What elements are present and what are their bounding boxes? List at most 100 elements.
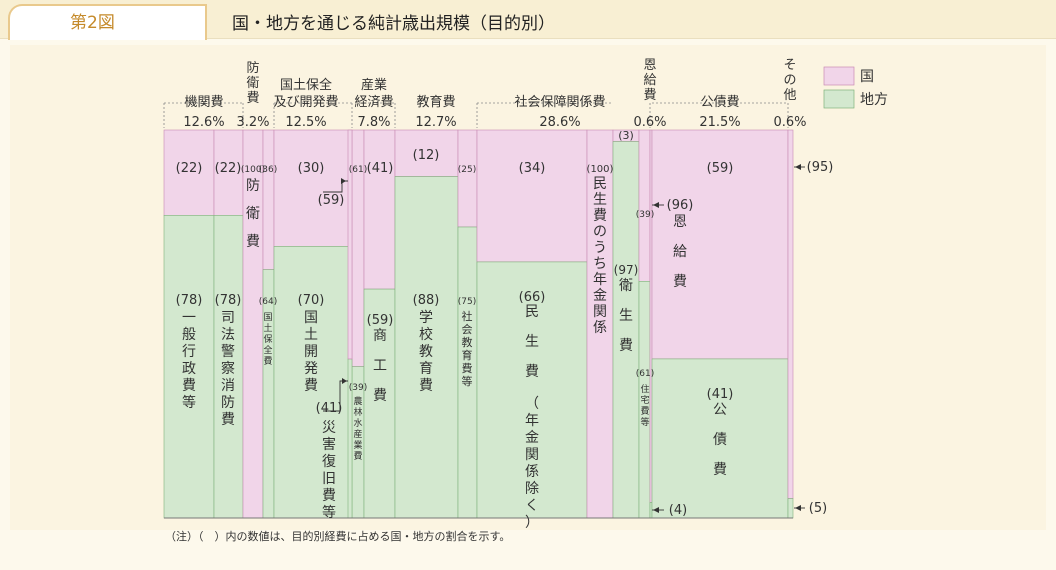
name-agri-char: 農 — [353, 395, 362, 407]
value-school-local: (88) — [413, 293, 440, 308]
bar-housing-national — [638, 129, 651, 282]
cat-header-education: 教育費 — [416, 94, 455, 110]
callout-arrow-pension-national — [653, 202, 659, 208]
cat-share-other: 0.6% — [773, 115, 806, 130]
cat-share-debt: 21.5% — [699, 115, 740, 130]
value-other-local: (5) — [809, 501, 827, 516]
bar-land-development-national — [273, 129, 353, 247]
name-social-edu-char: 育 — [462, 348, 473, 362]
value-other-national: (95) — [807, 160, 834, 175]
name-school-char: 教 — [419, 344, 433, 360]
name-sanitation-char: 生 — [619, 308, 633, 324]
name-general-admin-char: 費 — [182, 378, 196, 394]
callout-arrow-other-national — [795, 164, 801, 170]
name-school-char: 学 — [419, 310, 433, 326]
name-judicial-police-char: 防 — [221, 395, 235, 411]
value-commerce-local: (59) — [367, 313, 394, 328]
figure-header: 第2図 国・地方を通じる純計歳出規模（目的別） — [0, 0, 1056, 40]
name-agri-char: 業 — [353, 439, 362, 451]
category-brackets — [163, 102, 789, 128]
name-pension-char: 恩 — [673, 214, 687, 230]
name-sanitation: 衛生費 — [619, 278, 633, 354]
cat-header-industry-2: 経済費 — [354, 94, 393, 110]
bar-general-admin-local — [163, 215, 215, 519]
name-debt: 公債費 — [713, 402, 727, 478]
name-pension: 恩給費 — [673, 214, 687, 290]
name-welfare-char: 生 — [525, 334, 539, 350]
cat-header-debt: 公債費 — [700, 95, 739, 110]
value-land-development-local: (70) — [298, 293, 325, 308]
name-land-development-char: 開 — [304, 344, 318, 360]
name-housing-char: 等 — [640, 416, 649, 428]
value-housing-local: (61) — [636, 369, 654, 379]
value-agri-local: (39) — [349, 383, 367, 393]
name-welfare-sub-char: く — [525, 498, 539, 514]
name-welfare-pension-char: の — [593, 224, 607, 240]
bar-disaster-recovery-national — [347, 129, 353, 360]
name-general-admin-char: 等 — [182, 394, 196, 411]
name-social-edu-char: 会 — [462, 323, 473, 336]
value-sanitation-local: (97) — [614, 263, 639, 277]
name-social-edu-char: 教 — [462, 336, 473, 349]
name-welfare-sub-char: （ — [525, 396, 539, 412]
name-defense: 防衛費 — [246, 178, 260, 250]
bar-other-local — [787, 498, 794, 519]
name-disaster-recovery-char: 等 — [322, 504, 336, 521]
cat-header-pension-char: 恩 — [643, 58, 656, 73]
name-land-development-char: 費 — [304, 378, 318, 394]
name-welfare-pension-char: う — [593, 240, 607, 256]
value-judicial-police-national: (22) — [215, 161, 242, 176]
name-general-admin-char: 般 — [182, 327, 196, 343]
value-social-edu-national: (25) — [458, 165, 476, 175]
value-general-admin-local: (78) — [176, 293, 203, 308]
callout-arrow-other-local — [795, 505, 801, 511]
name-school-char: 育 — [419, 361, 433, 377]
cat-header-pension-char: 費 — [643, 88, 656, 103]
bar-school-education-national — [394, 129, 459, 177]
name-commerce-char: 工 — [373, 358, 387, 374]
cat-share-social: 28.6% — [539, 115, 580, 130]
name-welfare-sub-char: ） — [525, 515, 539, 530]
bar-welfare-national — [476, 129, 588, 263]
name-agri-char: 費 — [353, 450, 362, 462]
name-land-conservation-char: 土 — [263, 322, 272, 334]
cat-header-defense-char: 衛 — [246, 76, 259, 91]
name-disaster-recovery-char: 災 — [322, 420, 336, 436]
cat-share-industry: 7.8% — [357, 115, 390, 130]
bar-welfare-local — [476, 261, 588, 519]
cat-header-kikan: 機関費 — [184, 95, 223, 110]
value-school-national: (12) — [413, 148, 440, 163]
name-judicial-police-char: 消 — [221, 378, 235, 394]
name-defense-char: 衛 — [246, 206, 260, 222]
bar-public-debt-national — [651, 129, 789, 360]
value-sanitation-national: (3) — [618, 129, 634, 142]
cat-header-industry-1: 産業 — [361, 77, 387, 93]
name-disaster-recovery-char: 復 — [322, 453, 336, 470]
cat-share-kikan: 12.6% — [183, 115, 224, 130]
name-disaster-recovery-char: 旧 — [322, 471, 336, 487]
name-housing-char: 宅 — [640, 394, 649, 406]
bar-land-development-local — [273, 246, 353, 519]
name-social-edu-char: 等 — [462, 374, 473, 388]
mekko-chart: 機関費12.6%防衛費3.2%国土保全及び開発費12.5%産業経済費7.8%教育… — [10, 45, 1046, 530]
name-commerce: 商工費 — [373, 328, 387, 404]
name-welfare-sub-char: 係 — [525, 464, 539, 480]
value-welfare-pension-national: (100) — [587, 164, 614, 175]
bar-sanitation-local — [612, 141, 640, 519]
bar-school-education-local — [394, 176, 459, 519]
name-judicial-police-char: 費 — [221, 412, 235, 428]
name-general-admin-char: 政 — [182, 361, 196, 377]
name-welfare-pension-char: 民 — [593, 176, 607, 192]
value-land-conservation-national: (36) — [259, 165, 277, 175]
figure-title: 国・地方を通じる純計歳出規模（目的別） — [232, 14, 555, 34]
bar-commerce-local — [363, 288, 396, 519]
name-land-development-char: 土 — [304, 327, 318, 343]
name-welfare-char: 民 — [525, 304, 539, 320]
value-disaster-recovery-local: (41) — [316, 401, 343, 416]
name-sanitation-char: 衛 — [619, 278, 633, 294]
callout-arrow-pension-local — [653, 507, 659, 513]
